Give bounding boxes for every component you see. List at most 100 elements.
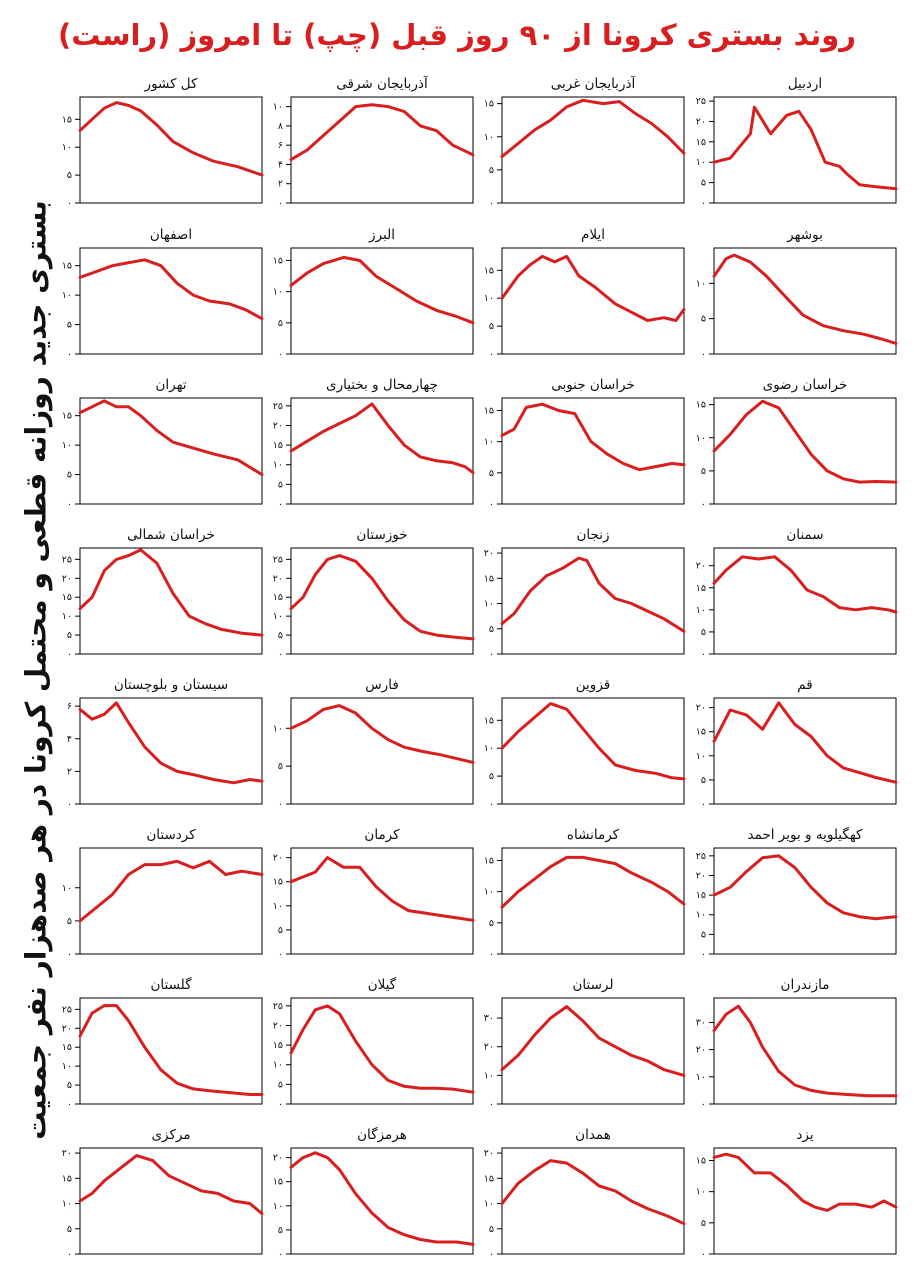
plot-frame: [501, 247, 685, 355]
y-tick-label: ۵: [67, 170, 72, 181]
series-line: [712, 1152, 898, 1212]
series-line: [289, 1151, 475, 1246]
y-tick-label: ۱۰: [484, 743, 494, 754]
y-tick-label: ۰: [489, 499, 494, 510]
panel-title: سیستان و بلوچستان: [114, 677, 228, 693]
y-tick-label: ۱۰: [62, 883, 72, 894]
y-tick-label: ۱۰: [696, 433, 706, 444]
y-tick-label: ۲۰: [696, 870, 706, 881]
y-tick-label: ۲۰: [273, 420, 283, 431]
panel: کردستان ۰ ۵ ۱۰: [62, 827, 264, 960]
panel: مازندران ۰ ۱۰ ۲۰ ۳۰: [696, 977, 898, 1110]
series-line: [712, 1004, 898, 1098]
series-line: [500, 402, 686, 472]
y-tick-label: ۱۰: [696, 1187, 706, 1198]
y-tick-label: ۰: [701, 499, 706, 510]
y-tick-label: ۱۰: [696, 910, 706, 921]
panel-title: فارس: [365, 677, 399, 693]
y-tick-label: ۵: [67, 630, 72, 641]
y-tick-label: ۰: [701, 949, 706, 960]
panel: کهگیلویه و بویر احمد ۰ ۵ ۱۰ ۱۵ ۲۰ ۲۵: [696, 826, 898, 960]
plot-frame: [290, 1147, 474, 1255]
y-tick-label: ۱۰: [273, 102, 283, 113]
plot-frame: [79, 397, 263, 505]
y-tick-label: ۰: [489, 1249, 494, 1260]
panel-title: تهران: [155, 377, 186, 393]
panel: لرستان ۰ ۱۰ ۲۰ ۳۰: [484, 977, 686, 1110]
y-tick-label: ۵: [67, 1080, 72, 1091]
panel: مرکزی ۰ ۵ ۱۰ ۱۵ ۲۰: [62, 1127, 264, 1260]
y-tick-label: ۱۵: [273, 255, 283, 266]
series-line: [78, 1154, 264, 1216]
y-tick-label: ۰: [278, 198, 283, 209]
series-line: [78, 258, 264, 321]
y-tick-label: ۲: [67, 766, 72, 777]
y-tick-label: ۲۰: [62, 573, 72, 584]
y-tick-label: ۱۰: [62, 440, 72, 451]
plot-frame: [501, 847, 685, 955]
panel: خوزستان ۰ ۵ ۱۰ ۱۵ ۲۰ ۲۵: [273, 527, 475, 660]
y-tick-label: ۱۵: [273, 877, 283, 888]
y-tick-label: ۱۰: [484, 599, 494, 610]
y-tick-label: ۵: [701, 627, 706, 638]
y-tick-label: ۰: [278, 1099, 283, 1110]
y-tick-label: ۵: [701, 929, 706, 940]
series-line: [289, 103, 475, 162]
panel: خراسان شمالی ۰ ۵ ۱۰ ۱۵ ۲۰ ۲۵: [62, 527, 264, 660]
y-tick-label: ۵: [489, 321, 494, 332]
panel: آذربایجان شرقی ۰ ۲ ۴ ۶ ۸ ۱۰: [273, 75, 475, 209]
y-tick-label: ۱۵: [62, 261, 72, 272]
panel-title: خوزستان: [356, 527, 407, 543]
y-tick-label: ۱۰: [696, 605, 706, 616]
panel-title: اردبیل: [788, 76, 822, 92]
plot-frame: [290, 547, 474, 655]
panel-title: یزد: [796, 1127, 813, 1143]
panel: هرمزگان ۰ ۵ ۱۰ ۱۵ ۲۰: [273, 1126, 475, 1260]
y-tick-label: ۱۰: [273, 723, 283, 734]
panel: کل کشور ۰ ۵ ۱۰ ۱۵: [62, 76, 264, 209]
y-tick-label: ۵: [278, 925, 283, 936]
panel: قم ۰ ۵ ۱۰ ۱۵ ۲۰: [696, 677, 898, 810]
panel-title: زنجان: [576, 527, 609, 543]
series-line: [78, 548, 264, 637]
series-line: [78, 1004, 264, 1096]
panel: سمنان ۰ ۵ ۱۰ ۱۵ ۲۰: [696, 527, 898, 660]
y-tick-label: ۱۰: [62, 1199, 72, 1210]
y-tick-label: ۲۰: [484, 1148, 494, 1159]
panel: ایلام ۰ ۵ ۱۰ ۱۵: [484, 227, 686, 360]
series-line: [78, 859, 264, 923]
y-tick-label: ۱۵: [273, 440, 283, 451]
y-tick-label: ۵: [67, 916, 72, 927]
series-line: [78, 701, 264, 785]
plot-frame: [501, 697, 685, 805]
panel-title: کهگیلویه و بویر احمد: [748, 826, 864, 843]
y-tick-label: ۱۵: [62, 1042, 72, 1053]
panel: تهران ۰ ۵ ۱۰ ۱۵: [62, 377, 264, 510]
y-tick-label: ۵: [701, 1218, 706, 1229]
series-line: [500, 855, 686, 909]
panel: البرز ۰ ۵ ۱۰ ۱۵: [273, 227, 475, 360]
plot-frame: [79, 247, 263, 355]
plot-frame: [79, 96, 263, 204]
y-tick-label: ۰: [67, 349, 72, 360]
y-tick-label: ۱۵: [696, 400, 706, 411]
series-line: [500, 98, 686, 159]
series-line: [712, 253, 898, 345]
series-line: [500, 1159, 686, 1226]
plot-frame: [713, 697, 897, 805]
y-tick-label: ۱۵: [484, 1173, 494, 1184]
y-tick-label: ۱۵: [696, 1155, 706, 1166]
panel-title: همدان: [575, 1127, 611, 1143]
y-tick-label: ۱۵: [62, 114, 72, 125]
panel-title: لرستان: [573, 977, 614, 993]
series-line: [500, 254, 686, 322]
plot-frame: [79, 547, 263, 655]
panel: اصفهان ۰ ۵ ۱۰ ۱۵: [62, 227, 264, 360]
panel: قزوین ۰ ۵ ۱۰ ۱۵: [484, 677, 686, 810]
panel-title: مرکزی: [151, 1127, 190, 1143]
y-tick-label: ۰: [278, 949, 283, 960]
panel-title: گلستان: [150, 976, 192, 993]
y-tick-label: ۸: [278, 121, 283, 132]
y-tick-label: ۰: [489, 799, 494, 810]
y-tick-label: ۰: [67, 799, 72, 810]
